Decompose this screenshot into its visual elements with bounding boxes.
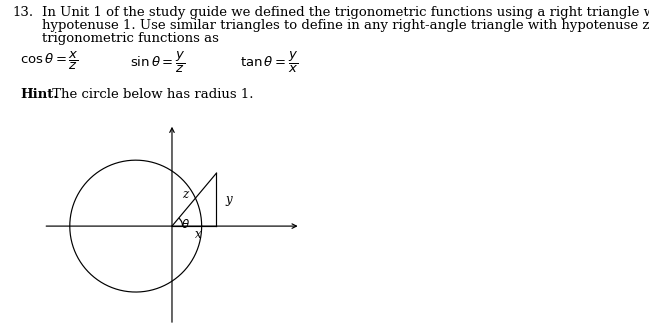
Text: Hint.: Hint. xyxy=(20,88,58,101)
Text: x: x xyxy=(195,227,202,241)
Text: trigonometric functions as: trigonometric functions as xyxy=(42,32,219,45)
Text: In Unit 1 of the study guide we defined the trigonometric functions using a righ: In Unit 1 of the study guide we defined … xyxy=(42,6,649,19)
Text: z: z xyxy=(182,188,189,201)
Text: $\mathrm{tan}\,\theta = \dfrac{y}{x}$: $\mathrm{tan}\,\theta = \dfrac{y}{x}$ xyxy=(240,50,299,75)
Text: $\theta$: $\theta$ xyxy=(180,218,190,231)
Text: The circle below has radius 1.: The circle below has radius 1. xyxy=(48,88,254,101)
Text: y: y xyxy=(225,193,232,206)
Text: $\mathrm{cos}\,\theta = \dfrac{x}{z}$: $\mathrm{cos}\,\theta = \dfrac{x}{z}$ xyxy=(20,50,79,72)
Text: hypotenuse 1. Use similar triangles to define in any right-angle triangle with h: hypotenuse 1. Use similar triangles to d… xyxy=(42,19,649,32)
Text: $\mathrm{sin}\,\theta = \dfrac{y}{z}$: $\mathrm{sin}\,\theta = \dfrac{y}{z}$ xyxy=(130,50,186,75)
Text: 13.: 13. xyxy=(12,6,33,19)
